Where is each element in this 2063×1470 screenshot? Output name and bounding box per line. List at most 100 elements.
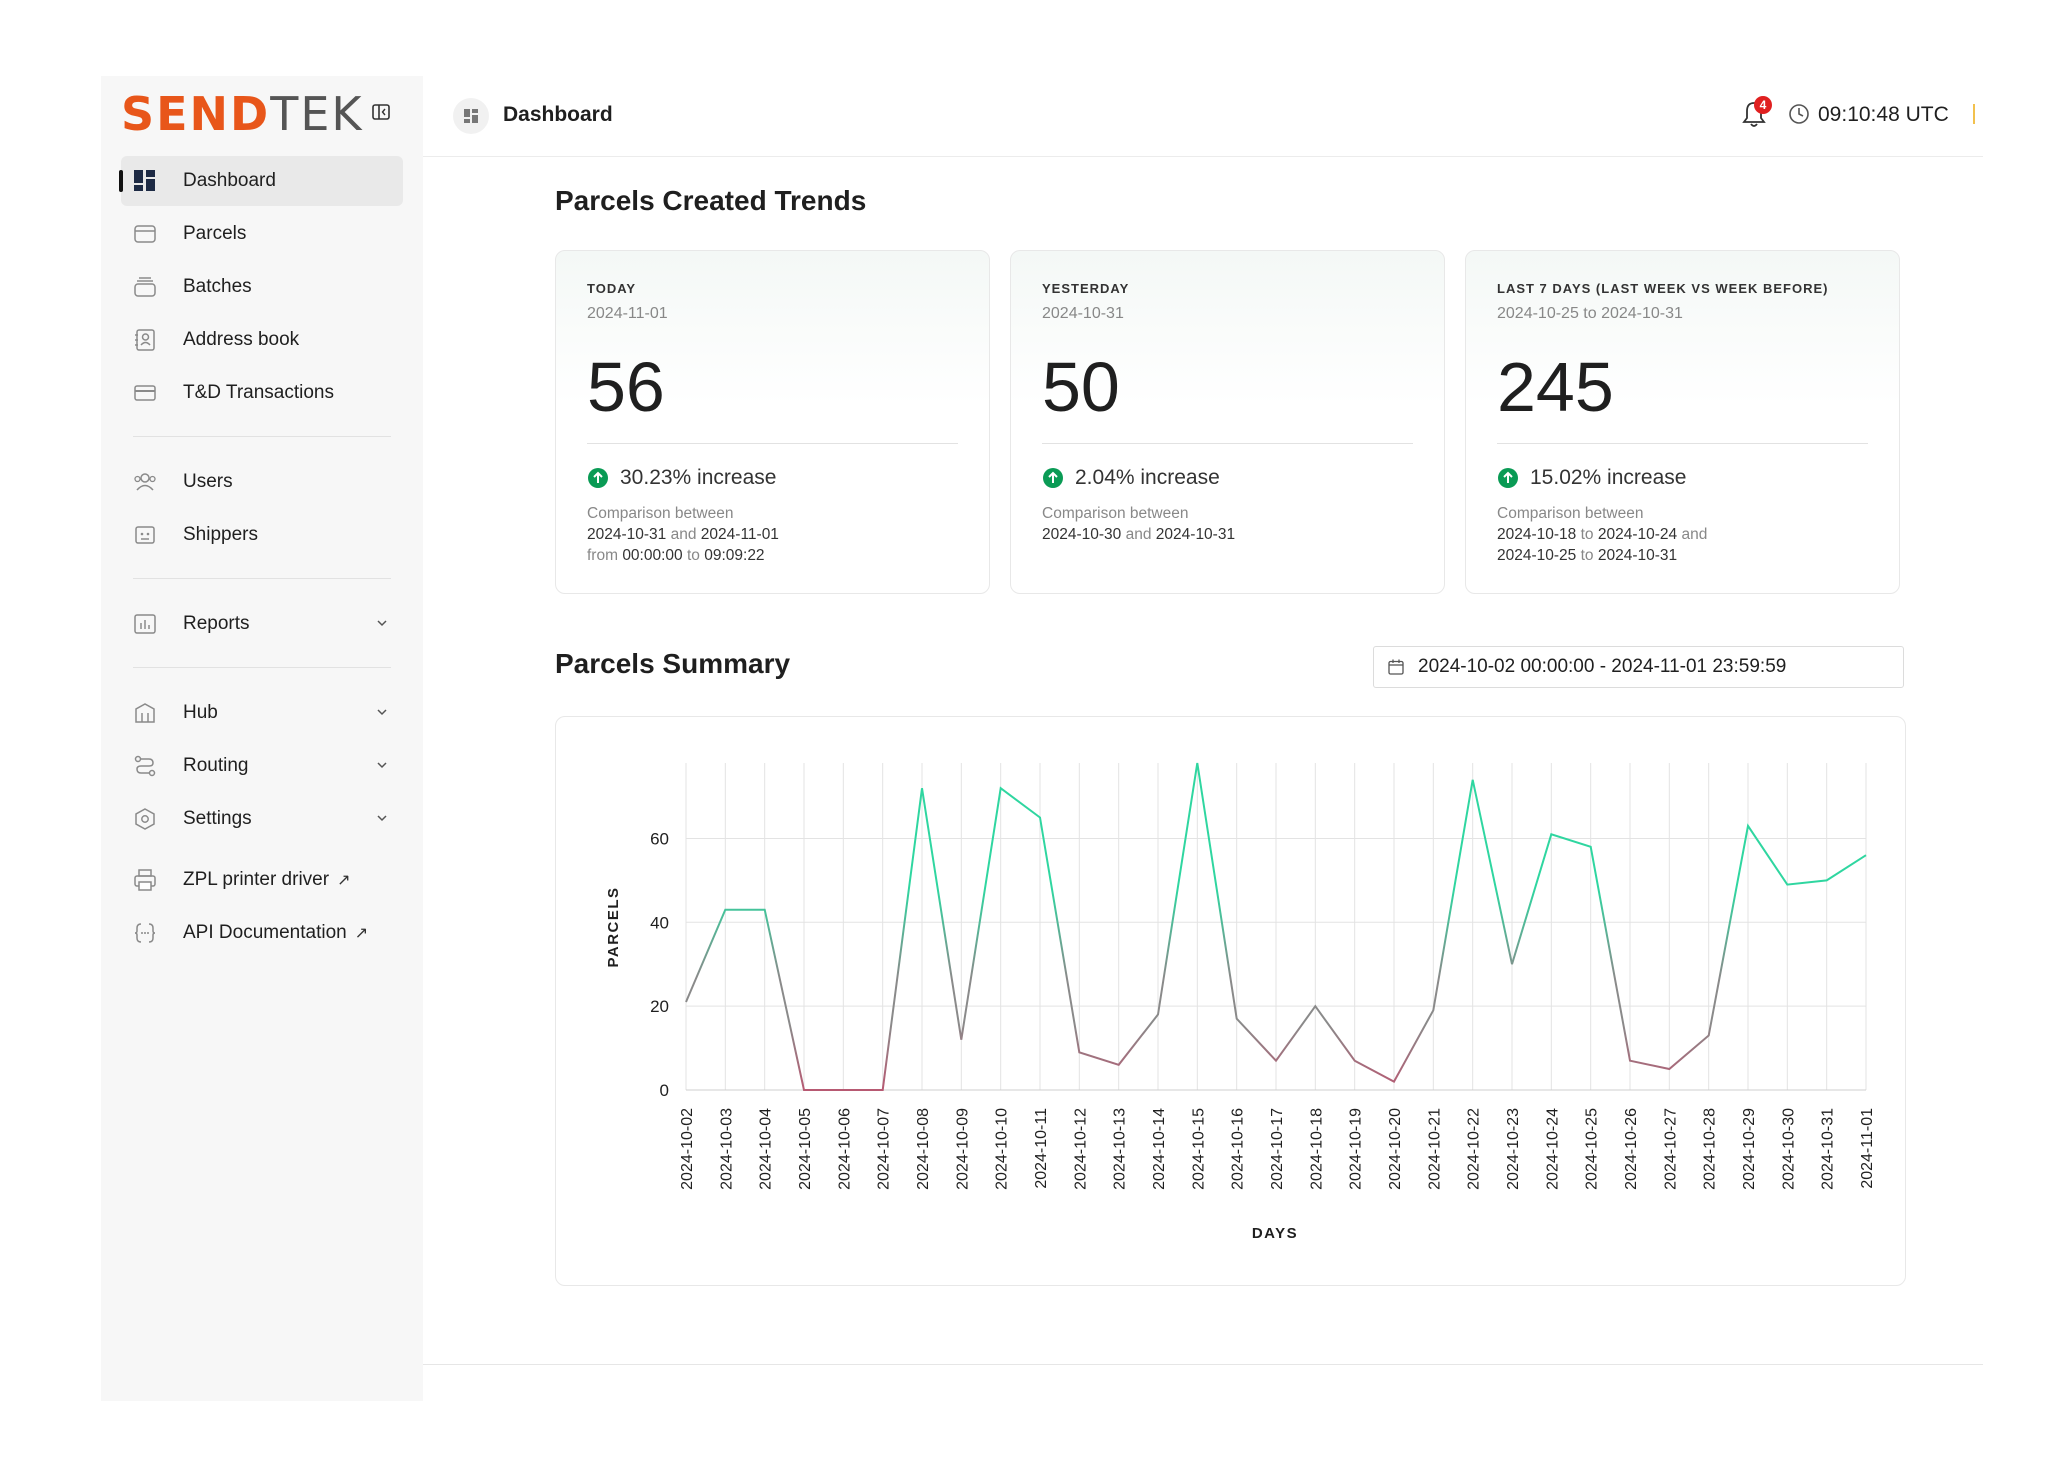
x-tick-label: 2024-10-17 <box>1269 1108 1286 1190</box>
summary-title: Parcels Summary <box>555 648 791 679</box>
sidebar-collapse-icon[interactable] <box>372 104 390 120</box>
arrow-up-circle-icon <box>1043 468 1063 488</box>
sidebar-item-batches[interactable]: Batches <box>121 262 403 312</box>
comparison-dates: 2024-10-31 and 2024-11-01 <box>587 524 779 545</box>
sidebar-item-users[interactable]: Users <box>121 457 403 507</box>
y-tick-label: 40 <box>650 913 669 932</box>
reports-icon <box>134 614 156 634</box>
brand-part-1: SEND <box>121 87 271 141</box>
sidebar-item-label: Reports <box>183 613 250 634</box>
sidebar-item-api-documentation[interactable]: API Documentation ↗ <box>121 908 403 958</box>
line-chart: 0 20 40 60 2024-10-02 2024-10-03 2024-10-04 20… <box>605 762 1876 1242</box>
arrow-up-circle-icon <box>588 468 608 488</box>
x-tick-label: 2024-10-11 <box>1033 1108 1050 1189</box>
card-divider <box>1497 443 1868 444</box>
card-date: 2024-10-25 to 2024-10-31 <box>1497 305 1683 322</box>
code-icon <box>134 923 156 943</box>
sidebar-item-label: Parcels <box>183 223 247 244</box>
sidebar-item-td-transactions[interactable]: T&D Transactions <box>121 368 403 418</box>
to-word: to <box>686 547 700 564</box>
x-tick-label: 2024-10-02 <box>679 1108 696 1190</box>
x-tick-label: 2024-10-28 <box>1702 1108 1719 1190</box>
x-tick-label: 2024-10-06 <box>836 1108 853 1190</box>
x-tick-label: 2024-10-22 <box>1466 1108 1483 1190</box>
sidebar: SEND TEK Dashboard Parcels Batches Addres… <box>101 76 423 1401</box>
brand-logo[interactable]: SEND TEK <box>121 87 364 141</box>
x-tick-label: 2024-10-27 <box>1662 1108 1679 1190</box>
date-a: 2024-10-18 <box>1497 526 1577 543</box>
x-tick-label: 2024-10-03 <box>718 1108 735 1190</box>
x-tick-label: 2024-10-29 <box>1741 1108 1758 1190</box>
x-tick-label: 2024-11-01 <box>1859 1108 1876 1189</box>
card-divider <box>1042 443 1413 444</box>
comparison-label: Comparison between <box>587 505 734 522</box>
date-b: 2024-10-31 <box>1155 526 1236 543</box>
page-icon <box>453 98 489 134</box>
nav-divider <box>133 436 391 437</box>
date-range-value: 2024-10-02 00:00:00 - 2024-11-01 23:59:5… <box>1418 656 1787 677</box>
trend-card-today: TODAY 2024-11-01 56 30.23% increase Comp… <box>555 250 990 594</box>
x-tick-label: 2024-10-19 <box>1348 1108 1365 1190</box>
trend-card-last-7-days: LAST 7 DAYS (LAST WEEK VS WEEK BEFORE) 2… <box>1465 250 1900 594</box>
card-value: 50 <box>1042 348 1120 426</box>
dashboard-icon <box>464 109 478 123</box>
time-a: 00:00:00 <box>622 547 683 564</box>
sidebar-nav: Dashboard Parcels Batches Address book T… <box>101 156 423 961</box>
sidebar-item-label: Hub <box>183 702 218 723</box>
card-caption: YESTERDAY <box>1042 281 1130 296</box>
x-tick-label: 2024-10-23 <box>1505 1108 1522 1190</box>
x-tick-label: 2024-10-24 <box>1544 1108 1561 1190</box>
x-tick-label: 2024-10-30 <box>1780 1108 1797 1190</box>
dashboard-icon <box>134 170 155 191</box>
routing-icon <box>134 755 156 777</box>
date-range-picker[interactable]: 2024-10-02 00:00:00 - 2024-11-01 23:59:5… <box>1373 646 1904 688</box>
sidebar-item-label: Settings <box>183 808 252 829</box>
chevron-down-icon <box>377 762 387 769</box>
y-axis-label: PARCELS <box>605 886 622 967</box>
sidebar-item-hub[interactable]: Hub <box>121 688 403 738</box>
series-line <box>685 762 1867 1091</box>
parcels-summary-chart: 0 20 40 60 2024-10-02 2024-10-03 2024-10-04 20… <box>555 716 1906 1286</box>
sidebar-item-routing[interactable]: Routing <box>121 741 403 791</box>
sidebar-item-label: API Documentation ↗ <box>183 922 368 944</box>
time-b: 09:09:22 <box>704 547 765 564</box>
address-book-icon <box>135 329 155 351</box>
footer-divider <box>423 1364 1983 1365</box>
x-tick-label: 2024-10-31 <box>1820 1108 1837 1190</box>
card-change: 2.04% increase <box>1075 466 1220 489</box>
sidebar-item-zpl-printer-driver[interactable]: ZPL printer driver ↗ <box>121 855 403 905</box>
x-tick-label: 2024-10-09 <box>954 1108 971 1190</box>
x-tick-label: 2024-10-05 <box>797 1108 814 1190</box>
api-label-text: API Documentation <box>183 922 347 943</box>
comparison-dates: 2024-10-30 and 2024-10-31 <box>1042 524 1235 545</box>
x-tick-label: 2024-10-07 <box>876 1108 893 1190</box>
sidebar-item-label: Shippers <box>183 524 258 545</box>
date-a: 2024-10-30 <box>1042 526 1122 543</box>
sidebar-item-shippers[interactable]: Shippers <box>121 510 403 560</box>
sidebar-item-label: T&D Transactions <box>183 382 334 403</box>
sidebar-item-settings[interactable]: Settings <box>121 794 403 844</box>
sidebar-item-dashboard[interactable]: Dashboard <box>119 156 403 206</box>
sidebar-item-reports[interactable]: Reports <box>121 599 403 649</box>
chevron-down-icon <box>377 815 387 822</box>
external-link-icon: ↗ <box>354 925 369 942</box>
x-tick-label: 2024-10-16 <box>1230 1108 1247 1190</box>
zpl-label-text: ZPL printer driver <box>183 869 330 890</box>
top-accent-bar <box>1973 104 1975 124</box>
notification-badge: 4 <box>1754 96 1772 114</box>
clock-icon <box>1789 104 1809 124</box>
card-comparison: Comparison between 2024-10-30 and 2024-1… <box>1042 503 1235 545</box>
comparison-label: Comparison between <box>1042 505 1189 522</box>
comparison-label: Comparison between <box>1497 505 1644 522</box>
to-word: to <box>1580 547 1594 564</box>
sidebar-item-parcels[interactable]: Parcels <box>121 209 403 259</box>
y-tick-label: 0 <box>660 1081 669 1100</box>
x-tick-label: 2024-10-04 <box>758 1108 775 1190</box>
sidebar-item-label: Batches <box>183 276 252 297</box>
comparison-times: from 00:00:00 to 09:09:22 <box>587 545 779 566</box>
card-change: 30.23% increase <box>620 466 777 489</box>
sidebar-item-address-book[interactable]: Address book <box>121 315 403 365</box>
comparison-range-1: 2024-10-18 to 2024-10-24 and <box>1497 524 1707 545</box>
card-date: 2024-11-01 <box>587 305 668 322</box>
date-d: 2024-10-31 <box>1597 547 1678 564</box>
